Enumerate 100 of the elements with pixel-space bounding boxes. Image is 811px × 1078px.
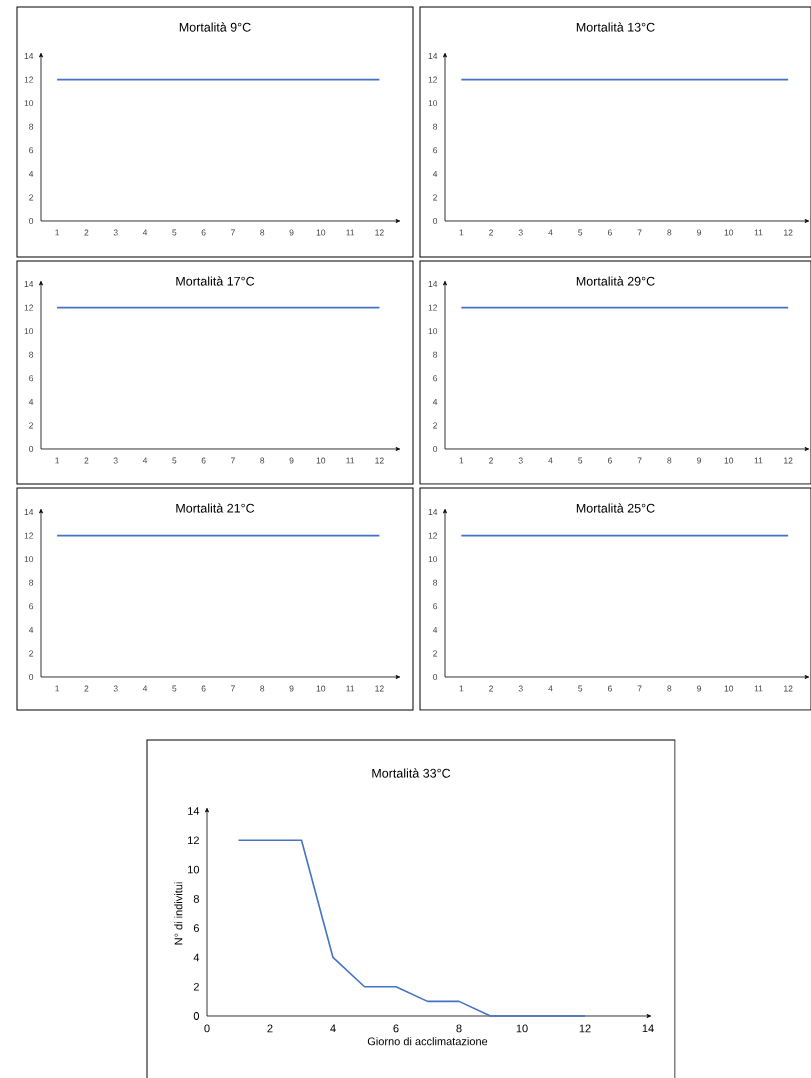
- y-tick-label: 10: [188, 865, 200, 874]
- x-tick-label: 3: [518, 457, 523, 464]
- x-tick-label: 8: [667, 229, 672, 236]
- x-tick-label: 12: [375, 685, 384, 692]
- x-tick-label: 8: [456, 1024, 462, 1033]
- chart-title: Mortalità 29°C: [576, 276, 655, 286]
- y-tick-label: 12: [24, 76, 34, 83]
- x-axis-title: Giorno di acclimatazione: [367, 1037, 488, 1046]
- y-tick-label: 0: [29, 673, 34, 680]
- x-tick-label: 6: [607, 229, 612, 236]
- y-tick-label: 0: [433, 673, 438, 680]
- y-tick-label: 0: [433, 217, 438, 224]
- x-tick-label: 1: [55, 457, 60, 464]
- x-tick-label: 7: [231, 685, 235, 692]
- y-tick-label: 0: [29, 445, 34, 452]
- x-tick-label: 12: [579, 1024, 591, 1033]
- x-tick-label: 5: [172, 229, 177, 236]
- x-tick-label: 10: [724, 229, 734, 236]
- y-tick-label: 8: [29, 123, 34, 130]
- x-tick-label: 8: [260, 229, 265, 236]
- chart-title: Mortalità 17°C: [176, 276, 255, 286]
- x-tick-label: 10: [316, 457, 326, 464]
- x-tick-label: 4: [548, 457, 553, 464]
- y-tick-label: 10: [24, 556, 34, 563]
- x-tick-label: 12: [784, 685, 793, 692]
- y-tick-label: 2: [433, 422, 438, 429]
- x-tick-label: 12: [784, 229, 793, 236]
- x-tick-label: 9: [289, 457, 294, 464]
- x-tick-label: 8: [260, 457, 265, 464]
- x-tick-label: 6: [201, 685, 206, 692]
- x-tick-label: 4: [142, 229, 148, 236]
- y-tick-label: 2: [29, 650, 34, 657]
- y-tick-label: 8: [433, 579, 438, 586]
- y-tick-label: 14: [24, 53, 34, 59]
- chart-title: Mortalità 21°C: [176, 503, 255, 513]
- y-tick-label: 2: [193, 982, 199, 991]
- x-tick-label: 14: [642, 1024, 654, 1033]
- chart-title: Mortalità 33°C: [372, 768, 451, 778]
- x-tick-label: 10: [724, 457, 734, 464]
- x-tick-label: 1: [55, 229, 60, 236]
- x-tick-label: 3: [113, 457, 118, 464]
- y-tick-label: 2: [433, 650, 438, 657]
- chart-title: Mortalità 9°C: [179, 22, 251, 32]
- x-tick-label: 6: [393, 1024, 399, 1033]
- x-tick-label: 10: [724, 685, 734, 692]
- x-tick-label: 6: [607, 457, 612, 464]
- x-tick-label: 4: [142, 685, 148, 692]
- x-tick-label: 9: [289, 685, 294, 692]
- x-tick-label: 7: [231, 229, 235, 236]
- x-tick-label: 8: [667, 457, 672, 464]
- y-tick-label: 8: [29, 579, 34, 586]
- x-tick-label: 5: [172, 457, 177, 464]
- y-tick-label: 8: [193, 894, 199, 903]
- x-tick-label: 7: [231, 457, 235, 464]
- x-tick-label: 1: [459, 457, 464, 464]
- x-tick-label: 10: [316, 229, 326, 236]
- y-tick-label: 0: [29, 217, 34, 224]
- x-tick-label: 10: [516, 1024, 528, 1033]
- y-tick-label: 0: [433, 445, 438, 452]
- x-tick-label: 3: [113, 685, 118, 692]
- x-tick-label: 2: [84, 457, 89, 464]
- x-tick-label: 4: [548, 229, 553, 236]
- x-tick-label: 2: [84, 229, 89, 236]
- y-tick-label: 12: [24, 532, 34, 539]
- x-tick-label: 2: [267, 1024, 273, 1033]
- x-tick-label: 12: [375, 229, 384, 236]
- y-tick-label: 6: [29, 375, 34, 382]
- x-tick-label: 9: [697, 685, 702, 692]
- x-tick-label: 4: [330, 1024, 336, 1033]
- y-tick-label: 8: [433, 351, 438, 358]
- x-tick-label: 5: [578, 457, 583, 464]
- y-tick-label: 8: [29, 351, 34, 358]
- x-tick-label: 0: [204, 1024, 210, 1033]
- y-tick-label: 14: [428, 53, 438, 59]
- x-tick-label: 12: [784, 457, 793, 464]
- x-tick-label: 5: [172, 685, 177, 692]
- x-tick-label: 2: [489, 685, 493, 692]
- x-tick-label: 2: [489, 229, 493, 236]
- x-tick-label: 1: [459, 685, 464, 692]
- y-tick-label: 4: [193, 953, 200, 962]
- x-tick-label: 11: [346, 685, 355, 692]
- y-tick-label: 4: [432, 170, 438, 177]
- y-tick-label: 2: [433, 194, 438, 201]
- y-tick-label: 4: [28, 626, 34, 633]
- y-tick-label: 10: [24, 328, 34, 335]
- x-tick-label: 9: [697, 457, 702, 464]
- x-tick-label: 7: [637, 229, 642, 236]
- chart-title: Mortalità 13°C: [576, 22, 655, 32]
- y-tick-label: 10: [428, 328, 438, 335]
- x-tick-label: 3: [518, 229, 523, 236]
- y-tick-label: 12: [188, 836, 199, 845]
- y-tick-label: 0: [193, 1012, 200, 1020]
- x-tick-label: 9: [289, 229, 294, 236]
- y-tick-label: 6: [29, 603, 34, 610]
- y-tick-label: 12: [428, 76, 438, 83]
- y-tick-label: 6: [433, 147, 438, 154]
- y-tick-label: 10: [428, 556, 438, 563]
- x-tick-label: 6: [607, 685, 612, 692]
- x-tick-label: 4: [548, 685, 553, 692]
- x-tick-label: 6: [201, 229, 206, 236]
